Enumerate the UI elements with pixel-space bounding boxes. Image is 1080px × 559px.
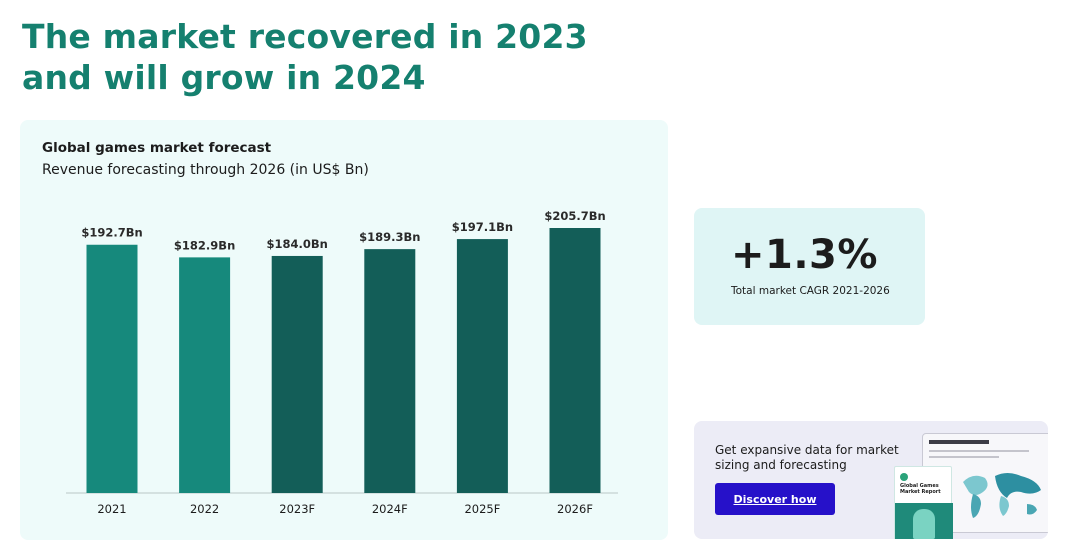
laptop-text-line	[929, 450, 1029, 452]
bar-2021	[86, 244, 138, 493]
headline-line-1: The market recovered in 2023	[22, 17, 588, 56]
data-label-2025F: $197.1Bn	[452, 220, 513, 234]
laptop-toolbar	[929, 440, 989, 444]
chart-subtitle: Revenue forecasting through 2026 (in US$…	[42, 162, 369, 178]
x-tick-label-2026F: 2026F	[557, 502, 593, 516]
data-label-2023F: $184.0Bn	[267, 237, 328, 251]
data-label-2022: $182.9Bn	[174, 238, 235, 252]
cagr-value: +1.3%	[731, 232, 878, 278]
x-tick-label-2022: 2022	[190, 502, 219, 516]
forecast-bar-chart: $192.7Bn 2021 $182.9Bn 2022 $184.0Bn 2023F $18…	[66, 209, 618, 516]
world-map-icon	[963, 473, 1041, 518]
bar-2023F	[271, 255, 323, 493]
bar-2026F	[549, 228, 601, 493]
laptop-text-line	[929, 456, 999, 458]
market-forecast-card: Global games market forecast Revenue for…	[20, 120, 668, 540]
data-label-2021: $192.7Bn	[81, 226, 142, 240]
bar-2025F	[456, 239, 508, 493]
x-tick-label-2021: 2021	[97, 502, 126, 516]
discover-how-button[interactable]: Discover how	[715, 483, 835, 515]
promo-text: Get expansive data for market sizing and…	[715, 443, 899, 472]
data-label-2026F: $205.7Bn	[544, 209, 605, 223]
bar-2024F	[364, 249, 416, 493]
report-logo-icon	[900, 473, 908, 481]
chart-title: Global games market forecast	[42, 140, 272, 156]
report-cover-figure	[913, 509, 935, 539]
report-cover-image: Global Games Market Report	[894, 466, 953, 539]
page-headline: The market recovered in 2023 and will gr…	[22, 16, 662, 98]
x-tick-label-2023F: 2023F	[279, 502, 315, 516]
x-tick-label-2025F: 2025F	[464, 502, 500, 516]
report-promo-card: Get expansive data for market sizing and…	[694, 421, 1048, 539]
cagr-card: +1.3% Total market CAGR 2021-2026	[694, 208, 925, 325]
report-cover-title: Global Games Market Report	[900, 483, 941, 495]
x-tick-label-2024F: 2024F	[372, 502, 408, 516]
data-label-2024F: $189.3Bn	[359, 230, 420, 244]
bar-2022	[179, 257, 231, 493]
headline-line-2: and will grow in 2024	[22, 58, 426, 97]
cagr-label: Total market CAGR 2021-2026	[731, 285, 890, 297]
